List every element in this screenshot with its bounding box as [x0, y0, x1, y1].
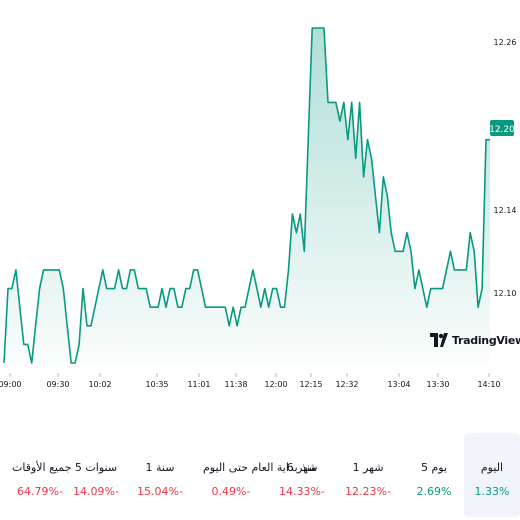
y-tick-label: 12.10 [494, 289, 517, 298]
x-tick-label: 10:35 [145, 380, 168, 389]
last-price-label: 12.20 [489, 125, 515, 135]
period-tab[interactable]: 1 سنة 15.04%- [132, 433, 188, 517]
period-label: اليوم [480, 461, 504, 474]
x-tick-label: 12:32 [335, 380, 358, 389]
period-tab[interactable]: 6 شهر 14.33%- [274, 433, 330, 517]
price-chart[interactable]: 12.26 12.14 12.10 09:00 09:30 10:02 10:35 11:0… [0, 0, 520, 400]
period-label: 5 سنوات [74, 461, 118, 474]
x-tick-label: 13:30 [426, 380, 449, 389]
x-tick-label: 11:01 [187, 380, 210, 389]
period-label: 1 شهر [352, 461, 384, 474]
period-tab[interactable]: اليوم 1.33% [464, 433, 520, 517]
x-tick-label: 12:00 [264, 380, 287, 389]
tradingview-icon [430, 333, 448, 347]
y-axis: 12.26 12.14 12.10 [494, 38, 517, 298]
x-tick-label: 14:10 [477, 380, 500, 389]
period-tab[interactable]: منذ بداية العام حتى اليوم 0.49%- [203, 433, 317, 517]
period-tab[interactable]: 1 شهر 12.23%- [340, 433, 396, 517]
price-area [4, 28, 490, 363]
x-tick-label: 11:38 [224, 380, 247, 389]
x-tick-label: 13:04 [387, 380, 410, 389]
x-tick-label: 09:00 [0, 380, 22, 389]
period-label: جميع الأوقات [12, 461, 72, 474]
period-tab[interactable]: 5 يوم 2.69% [406, 433, 462, 517]
x-tick-label: 09:30 [46, 380, 69, 389]
period-change-value: 15.04%- [137, 485, 183, 498]
period-label: 5 يوم [420, 461, 448, 474]
period-change-value: 14.09%- [73, 485, 119, 498]
period-tab[interactable]: جميع الأوقات 64.79%- [12, 433, 72, 517]
y-tick-label: 12.26 [494, 38, 517, 47]
tradingview-wordmark: TradingView [452, 333, 520, 347]
period-tab[interactable]: 5 سنوات 14.09%- [68, 433, 124, 517]
price-line [3, 27, 490, 364]
period-change-value: 14.33%- [279, 485, 325, 498]
y-tick-label: 12.14 [494, 206, 517, 215]
period-change-value: 64.79%- [17, 485, 63, 498]
period-label: 1 سنة [145, 461, 175, 474]
tradingview-logo[interactable]: TradingView [430, 333, 520, 347]
period-change-value: 12.23%- [345, 485, 391, 498]
x-tick-label: 10:02 [88, 380, 111, 389]
period-change-value: 2.69% [416, 485, 452, 498]
period-change-value: 1.33% [474, 485, 510, 498]
last-price-badge: 12.20 [489, 120, 515, 136]
period-performance-bar: اليوم 1.33% 5 يوم 2.69% 1 شهر 12.23%- 6 شهر 14.… [0, 430, 520, 520]
period-label: منذ بداية العام حتى اليوم [203, 461, 317, 474]
period-label: 6 شهر [286, 461, 318, 474]
x-tick-label: 12:15 [299, 380, 322, 389]
x-axis: 09:00 09:30 10:02 10:35 11:01 11:38 12:00 12:15… [0, 373, 501, 389]
period-change-value: 0.49%- [211, 485, 251, 498]
